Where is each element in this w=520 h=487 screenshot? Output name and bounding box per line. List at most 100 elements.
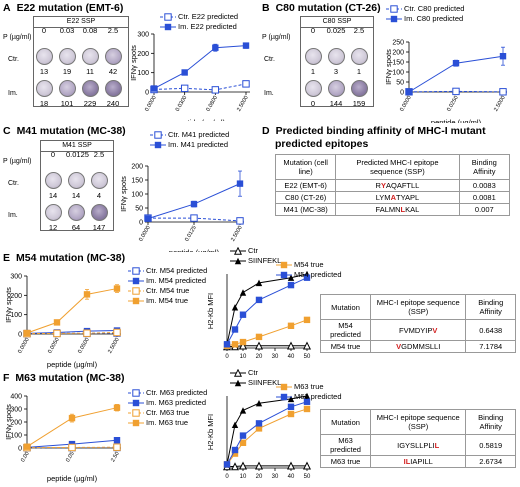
series-line [153, 83, 247, 91]
series-line [226, 395, 308, 465]
panel-d-title: D Predicted binding affinity of MHC-I mut… [262, 125, 486, 137]
spot-count: 1 [356, 67, 362, 76]
elispot-well [36, 48, 53, 65]
panel-b-row-im: Im. [264, 90, 274, 97]
panel-c-chart: 0 50 100 150 200 0.0000 0.0125 2.5000 IFNγ spots… [119, 164, 244, 252]
legend-marker [154, 141, 162, 148]
legend-swatch [230, 246, 246, 255]
sequence-cell: VGDMMSLLI [369, 340, 467, 353]
data-point [83, 329, 91, 337]
elispot-well [305, 80, 322, 97]
legend-marker [132, 286, 140, 295]
x-tick-label: 0.0125 [184, 225, 198, 243]
elispot-well [105, 80, 122, 97]
legend-marker [132, 408, 140, 417]
data-point [113, 285, 121, 292]
series-line [227, 345, 307, 348]
panel-f-mfi-chart: 0 10 20 30 40 50 H2-Kb MFI [206, 392, 312, 480]
table-row: M63 predicted IGYSLLPLIL 0.5819 [319, 434, 516, 456]
table-header-cell: Mutation (cell line) [274, 154, 337, 180]
data-point [236, 180, 244, 187]
panel-b-chart: 0 50 100 150 200 250 0.0000 0.0250 2.5000 IFNγ sp… [384, 40, 507, 123]
panel-e-ifn-chart: 0 100 200 300 0.0000 0.0050 0.0500 2.5000 IFNγ s… [4, 274, 121, 369]
legend-entry: Ctr. M63 true [128, 408, 189, 417]
y-tick-label: 200 [131, 164, 143, 171]
data-point [255, 279, 263, 287]
plate-conc-label: 0.08 [82, 26, 98, 35]
sequence-cell: LYMATYAPL [335, 191, 460, 204]
y-tick-label: 100 [137, 70, 149, 77]
sequence-suffix: TYAPL [395, 193, 420, 202]
data-point [190, 200, 198, 208]
legend-entry: Im. M54 predicted [128, 276, 206, 285]
elispot-well [82, 80, 99, 97]
plate-conc-label: 2.5 [107, 26, 119, 35]
legend-entry: M63 predicted [276, 392, 342, 401]
legend-entry: Im. C80 predicted [386, 14, 463, 23]
panel-e-title: E M54 mutation (MC-38) [3, 252, 126, 264]
series-line [227, 465, 307, 468]
elispot-well [45, 204, 62, 221]
legend-label: SIINFEKL [248, 378, 282, 387]
legend-label: Ctr. M54 predicted [146, 266, 208, 275]
spot-count: 42 [108, 67, 118, 76]
legend-marker [280, 393, 288, 400]
panel-f-ifn-chart: 0 100 200 300 400 0.00 0.05 2.50 IFNγ spots pepti… [4, 394, 121, 483]
plate-conc-label: 0 [50, 150, 56, 159]
spot-count: 13 [39, 67, 49, 76]
legend-label: Im. M63 true [146, 418, 189, 427]
legend-marker [164, 23, 172, 30]
data-point [255, 420, 263, 427]
plate-conc-label: 0.03 [59, 26, 75, 35]
data-point [499, 53, 507, 60]
y-tick-label: 0 [139, 220, 143, 227]
data-point [452, 60, 460, 67]
panel-b-ssp-plate: C80 SSP [300, 16, 374, 107]
sequence-prefix: IGYSLLPLI [397, 440, 435, 450]
sequence-suffix: IAPILL [410, 457, 433, 466]
data-point [255, 333, 263, 341]
spot-count: 19 [62, 67, 72, 76]
legend-swatch [128, 286, 144, 295]
legend-marker [132, 297, 140, 304]
mutated-residue: Y [380, 181, 386, 190]
x-tick-label: 0.0000 [399, 95, 413, 113]
legend-entry: SIINFEKL [230, 378, 281, 387]
legend-swatch [128, 266, 144, 275]
x-axis-label: peptide (µg/ml) [47, 474, 98, 483]
sequence-suffix: AQAFTLL [385, 181, 420, 190]
data-point [255, 400, 263, 407]
panel-e-affinity-table: Mutation MHC-I epitope sequence (SSP) Bind… [320, 294, 516, 353]
y-tick-label: 300 [10, 407, 22, 414]
data-point [254, 341, 264, 350]
affinity-cell: 0.5819 [465, 434, 516, 456]
data-point [239, 338, 247, 346]
legend-swatch [230, 368, 246, 377]
x-tick-label: 2.5000 [493, 95, 507, 113]
x-tick-label: 0.0050 [47, 337, 61, 355]
legend-label: Ctr. C80 predicted [404, 4, 465, 13]
data-point [239, 439, 247, 446]
table-header-cell: Mutation [319, 409, 372, 435]
y-tick-label: 250 [392, 40, 404, 47]
series-line [26, 288, 118, 334]
x-axis-label: peptide (µg/ml) [175, 118, 226, 121]
elispot-well [351, 48, 368, 65]
table-row: M63 true ILIAPILL 2.6734 [319, 455, 516, 468]
y-tick-label: 100 [10, 312, 22, 319]
table-row: E22 (EMT-6) RYAQAFTLL 0.0083 [274, 179, 511, 192]
y-tick-label: 300 [137, 32, 149, 39]
data-point [23, 443, 31, 450]
data-point [150, 85, 158, 92]
legend-swatch [128, 419, 144, 426]
table-header-cell: MHC-I epitope sequence (SSP) [369, 294, 467, 320]
sequence-prefix: LYM [375, 193, 391, 202]
spot-count: 18 [39, 99, 49, 108]
panel-d-affinity-table: Mutation (cell line) Predicted MHC-I epit… [274, 154, 511, 216]
series-line [153, 45, 247, 89]
table-row: M54 true VGDMMSLLI 7.1784 [320, 340, 516, 353]
mutated-residue: A [390, 193, 396, 202]
spot-count: 3 [333, 67, 339, 76]
legend-entry: Ctr. M63 predicted [128, 388, 207, 397]
elispot-well [68, 204, 85, 221]
